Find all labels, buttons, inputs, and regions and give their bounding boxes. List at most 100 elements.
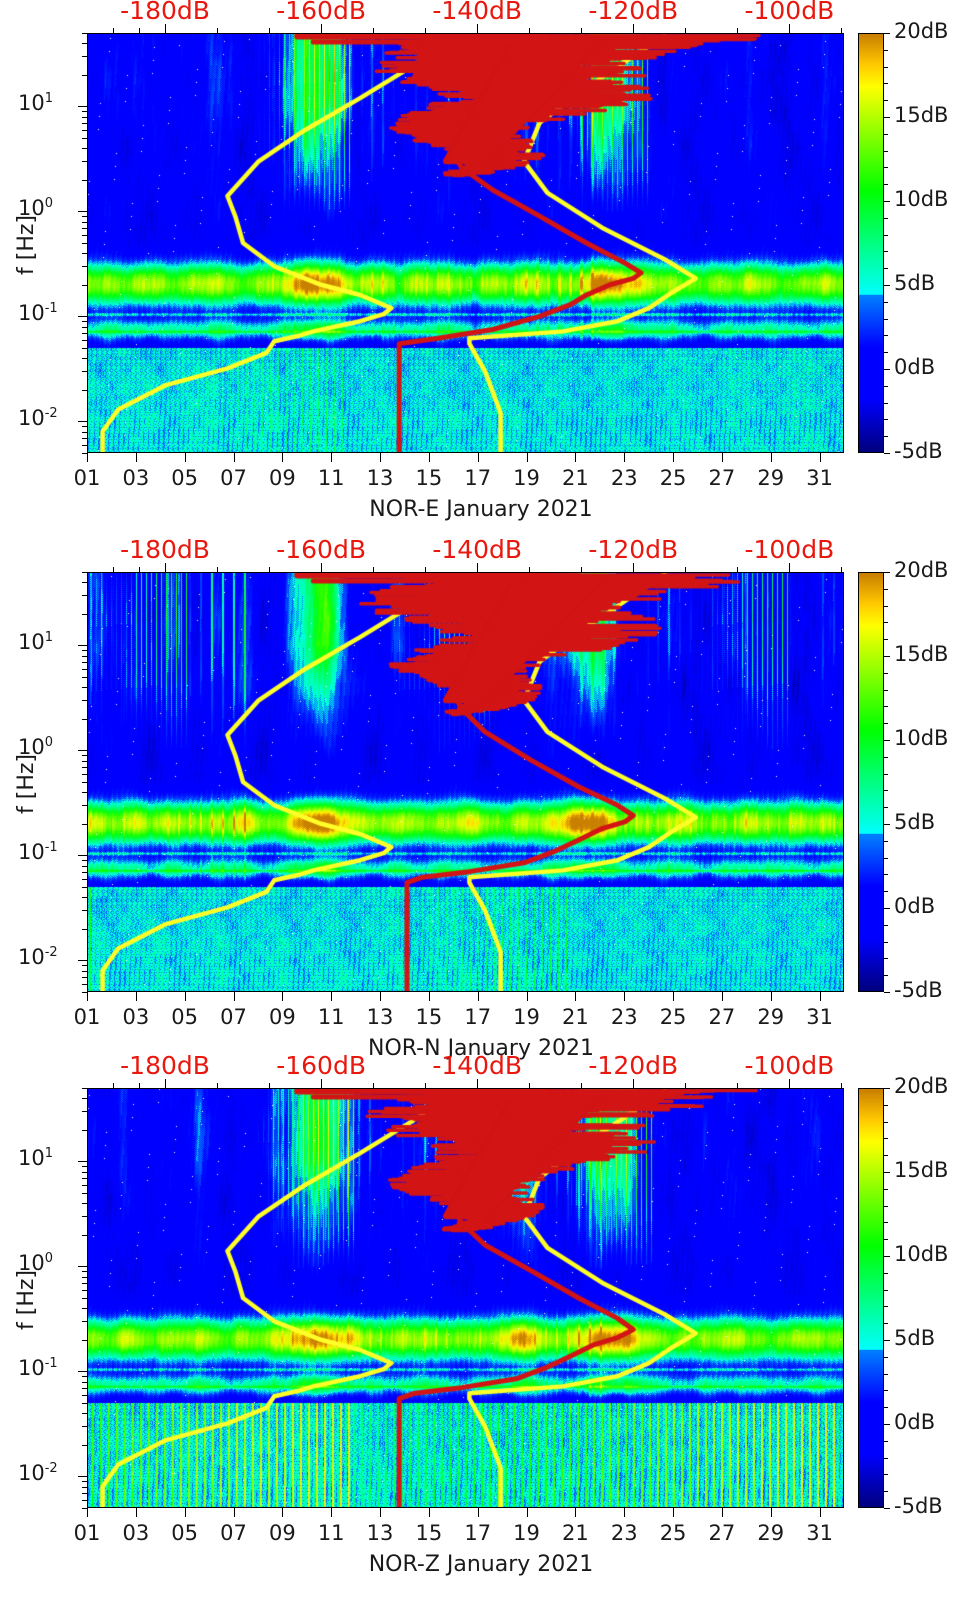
colorbar-minor-tick: [884, 773, 888, 775]
colorbar: [858, 1088, 884, 1508]
y-axis-minor-tick: [82, 1394, 87, 1396]
colorbar-tick-label: 15dB: [894, 103, 949, 127]
colorbar-tick-label: 15dB: [894, 1158, 949, 1182]
colorbar-gradient: [859, 573, 883, 991]
top-axis-major-tick: [321, 1079, 323, 1088]
colorbar-minor-tick: [884, 1474, 888, 1476]
x-axis-day-label: 23: [610, 466, 638, 490]
top-axis-minor-tick: [581, 1083, 583, 1088]
y-axis-minor-tick: [82, 755, 87, 757]
colorbar-gradient: [859, 1089, 883, 1507]
y-axis-minor-tick: [82, 1376, 87, 1378]
x-axis-day-label: 27: [708, 1521, 736, 1545]
y-axis-label: f [Hz]: [14, 215, 39, 275]
y-axis-minor-tick: [82, 453, 87, 454]
top-axis-minor-tick: [112, 567, 114, 572]
y-axis-minor-tick: [82, 284, 87, 286]
y-axis-minor-tick: [82, 897, 87, 899]
colorbar-minor-tick: [884, 234, 888, 236]
colorbar-minor-tick: [884, 402, 888, 404]
y-axis-tick-label: 100: [18, 735, 54, 760]
top-axis-minor-tick: [841, 567, 843, 572]
y-axis-minor-tick: [82, 773, 87, 775]
spectrogram-canvas: [87, 33, 844, 453]
y-axis-minor-tick: [82, 161, 87, 163]
y-axis-minor-tick: [82, 677, 87, 678]
top-axis-db-label: -180dB: [120, 0, 210, 25]
top-axis-db-label: -120dB: [588, 535, 679, 564]
y-axis-tick-label: 101: [18, 630, 54, 655]
y-axis-exponent: 1: [44, 91, 54, 107]
y-axis-tick-label: 10-2: [18, 1461, 58, 1486]
panel-title-nor-z: NOR-Z January 2021: [368, 1552, 594, 1577]
colorbar-tick-label: 15dB: [894, 642, 949, 666]
y-axis-major-tick: [78, 421, 87, 423]
x-axis-day-label: 09: [268, 1005, 296, 1029]
x-axis-day-label: 31: [806, 1005, 833, 1029]
x-axis-day-label: 27: [708, 1005, 736, 1029]
y-axis-minor-tick: [82, 1193, 87, 1194]
colorbar-minor-tick: [884, 723, 888, 725]
x-axis-tick: [233, 453, 235, 462]
colorbar-tick: [884, 1256, 890, 1257]
x-axis-tick: [526, 1508, 528, 1517]
x-axis-day-label: 25: [659, 466, 687, 490]
top-axis-db-label: -100dB: [744, 1051, 835, 1080]
top-axis-major-tick: [633, 24, 635, 33]
x-axis-day-label: 31: [806, 466, 833, 490]
y-axis-minor-tick: [82, 122, 87, 124]
x-axis-day-label: 07: [220, 1521, 247, 1545]
y-axis-minor-tick: [82, 1381, 87, 1383]
colorbar-minor-tick: [884, 622, 888, 624]
top-axis-db-label: -140dB: [432, 0, 523, 25]
y-axis-exponent: -1: [44, 301, 58, 317]
colorbar-minor-tick: [884, 1457, 888, 1459]
y-axis-minor-tick: [82, 138, 87, 139]
x-axis-tick: [819, 1508, 821, 1517]
y-axis-label: f [Hz]: [14, 1270, 39, 1330]
x-axis-tick: [184, 453, 186, 462]
top-axis-minor-tick: [529, 28, 531, 33]
colorbar-tick-label: -5dB: [894, 439, 943, 463]
colorbar-tick: [884, 453, 890, 454]
x-axis-day-label: 23: [610, 1521, 638, 1545]
y-axis-exponent: -2: [44, 406, 58, 422]
x-axis-day-label: 17: [464, 1005, 492, 1029]
y-axis-minor-tick: [82, 1426, 87, 1428]
colorbar-tick: [884, 1424, 890, 1425]
colorbar-tick: [884, 992, 890, 993]
x-axis-tick: [331, 992, 333, 1001]
x-axis-day-label: 01: [73, 1005, 101, 1029]
y-axis-minor-tick: [82, 823, 87, 825]
y-axis-minor-tick: [82, 1413, 87, 1415]
y-axis-minor-tick: [82, 437, 87, 439]
y-axis-minor-tick: [82, 74, 87, 76]
y-axis-minor-tick: [82, 595, 87, 597]
x-axis-day-label: 29: [757, 1521, 785, 1545]
x-axis-tick: [624, 1508, 626, 1517]
y-axis-minor-tick: [82, 1499, 87, 1501]
colorbar-minor-tick: [884, 217, 888, 219]
colorbar-minor-tick: [884, 1121, 888, 1123]
top-axis-minor-tick: [529, 567, 531, 572]
y-axis-minor-tick: [82, 668, 87, 670]
x-axis-tick: [331, 453, 333, 462]
colorbar-tick-label: 5dB: [894, 810, 936, 834]
colorbar-minor-tick: [884, 672, 888, 674]
top-axis-major-tick: [165, 24, 167, 33]
x-axis-tick: [526, 992, 528, 1001]
colorbar-tick-label: 20dB: [894, 1074, 949, 1098]
top-axis-minor-tick: [529, 1083, 531, 1088]
top-axis-major-tick: [789, 1079, 791, 1088]
y-axis-minor-tick: [82, 700, 87, 702]
y-axis-minor-tick: [82, 910, 87, 912]
y-axis-minor-tick: [82, 1184, 87, 1186]
y-axis-major-tick: [78, 316, 87, 318]
colorbar-minor-tick: [884, 958, 888, 960]
x-axis-day-label: 11: [317, 1005, 345, 1029]
y-axis-major-tick: [78, 855, 87, 857]
y-axis-exponent: -1: [44, 840, 58, 856]
colorbar-minor-tick: [884, 924, 888, 926]
y-axis-major-tick: [78, 1371, 87, 1373]
x-axis-day-label: 19: [513, 466, 540, 490]
